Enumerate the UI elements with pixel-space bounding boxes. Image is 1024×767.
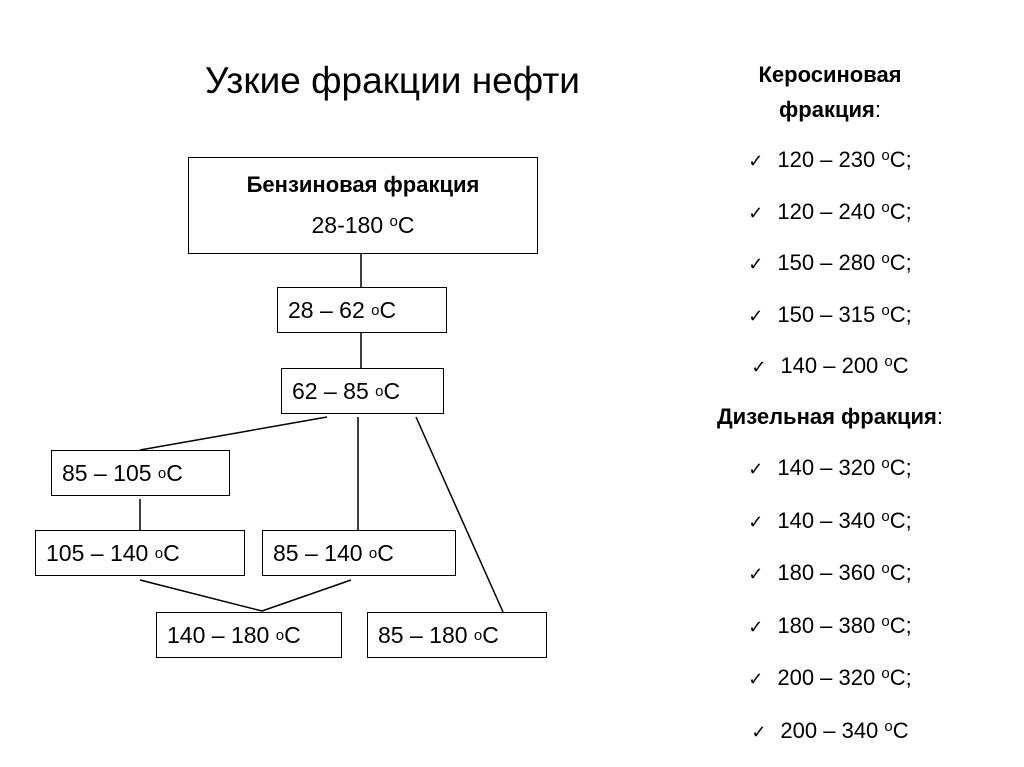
connector xyxy=(139,416,328,451)
check-icon: ✓ xyxy=(751,721,767,742)
diesel-range-item: ✓ 140 – 320 oC; xyxy=(748,455,912,480)
kerosene-range-item: ✓ 150 – 315 oC; xyxy=(748,301,912,327)
check-icon: ✓ xyxy=(748,305,764,326)
check-icon: ✓ xyxy=(748,564,764,584)
check-icon: ✓ xyxy=(748,202,764,223)
slide-title: Узкие фракции нефти xyxy=(205,60,580,101)
kerosene-heading-line1: Керосиновая xyxy=(758,62,902,87)
diesel-range-item: ✓ 140 – 340 oC; xyxy=(748,507,912,533)
check-icon: ✓ xyxy=(748,616,764,637)
connector xyxy=(261,579,352,612)
diesel-range-item: ✓ 200 – 320 oC; xyxy=(748,665,912,690)
kerosene-range-item: ✓ 120 – 240 oC; xyxy=(748,198,912,224)
kerosene-range-item: ✓ 140 – 200 oC xyxy=(751,353,909,378)
check-icon: ✓ xyxy=(748,511,764,532)
kerosene-range-item: ✓ 120 – 230 oC; xyxy=(748,147,912,172)
kerosene-heading-line2: фракция: xyxy=(779,97,881,122)
connector xyxy=(415,416,504,613)
check-icon: ✓ xyxy=(748,254,764,274)
check-icon: ✓ xyxy=(748,669,764,689)
gasoline-heading: Бензиновая фракция xyxy=(246,172,480,197)
diesel-range-item: ✓ 180 – 360 oC; xyxy=(748,560,912,585)
connector xyxy=(139,579,263,612)
gasoline-range: 28-180 oC xyxy=(311,212,415,238)
kerosene-range-item: ✓ 150 – 280 oC; xyxy=(748,250,912,275)
check-icon: ✓ xyxy=(748,151,764,171)
diesel-heading: Дизельная фракция: xyxy=(717,404,943,429)
gasoline-fraction-box: Бензиновая фракция 28-180 oC xyxy=(188,157,538,254)
check-icon: ✓ xyxy=(751,357,767,377)
diesel-range-item: ✓ 180 – 380 oC; xyxy=(748,612,912,638)
diesel-range-item: ✓ 200 – 340 oC xyxy=(751,717,909,743)
check-icon: ✓ xyxy=(748,459,764,479)
